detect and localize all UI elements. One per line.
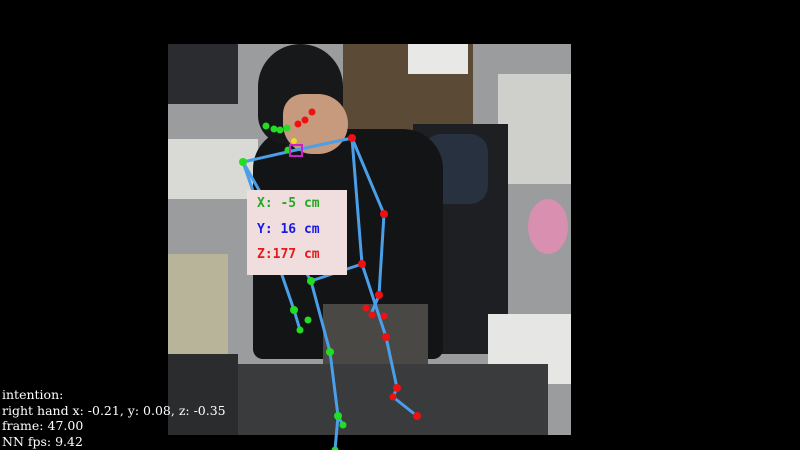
joint-left-eye (276, 126, 284, 134)
right-joints (294, 108, 421, 420)
info-panel: intention: right hand x: -0.21, y: 0.08,… (2, 387, 226, 449)
coordinate-x: X: -5 cm (257, 196, 320, 211)
frame-counter: frame: 47.00 (2, 418, 84, 433)
joint-right-hand (362, 304, 370, 312)
desk-right (498, 74, 571, 184)
head-marker-icon (291, 138, 297, 144)
joint-right-eye-2 (301, 116, 309, 124)
joint-right-ear (308, 108, 316, 116)
coordinate-readout: X: -5 cm Y: 16 cm Z:177 cm (247, 190, 347, 275)
bone-right-upper-arm (350, 136, 386, 216)
pink-object (528, 199, 568, 254)
skeleton-bones (241, 136, 419, 450)
joint-left-hand (296, 326, 304, 334)
bone-right-thigh (360, 262, 388, 339)
joint-left-elbow (290, 306, 298, 314)
parts-pile (168, 354, 238, 435)
bone-left-heel (333, 414, 340, 450)
cabinet-label (408, 44, 468, 74)
coordinate-y: Y: 16 cm (257, 222, 320, 237)
nose-target-icon (289, 144, 303, 157)
joint-left-ankle (334, 412, 342, 420)
joint-right-elbow (380, 210, 388, 218)
joint-left-foot (339, 421, 347, 429)
joint-left-shoulder (239, 158, 247, 166)
bone-right-torso (350, 136, 364, 266)
joint-right-ankle (393, 384, 401, 392)
bone-right-toe (391, 395, 419, 418)
joint-left-heel (331, 446, 339, 450)
bone-right-shoulder (294, 136, 354, 152)
joint-left-eye-2 (283, 124, 291, 132)
person-pants (323, 304, 428, 364)
joint-left-wrist (304, 316, 312, 324)
bone-left-thigh (309, 279, 332, 354)
joint-right-shoulder (348, 134, 356, 142)
bone-left-shin (328, 350, 340, 418)
joint-left-hip (307, 277, 315, 285)
joint-right-toe (413, 412, 421, 420)
joint-left-ear (262, 122, 270, 130)
bone-right-forearm (377, 212, 386, 297)
joint-right-knee (382, 333, 390, 341)
bone-right-shin (384, 335, 399, 390)
monitor-screen (168, 44, 238, 104)
joint-right-hip (358, 260, 366, 268)
joint-right-heel (389, 393, 397, 401)
joint-right-finger (380, 312, 388, 320)
joint-right-wrist (375, 291, 383, 299)
desk-left (168, 139, 258, 199)
right-hand-readout: right hand x: -0.21, y: 0.08, z: -0.35 (2, 402, 226, 418)
coordinate-z: Z:177 cm (257, 247, 320, 262)
fps-readout: NN fps: 9.42 (2, 433, 83, 449)
joint-right-thumb (368, 311, 376, 319)
joint-left-knee (326, 348, 334, 356)
joint-right-eye (294, 120, 302, 128)
joint-left-ear-2 (270, 125, 278, 133)
table-top (218, 364, 548, 435)
intention-label: intention: (2, 387, 64, 402)
left-joints (239, 122, 347, 450)
camera-frame (168, 44, 571, 435)
